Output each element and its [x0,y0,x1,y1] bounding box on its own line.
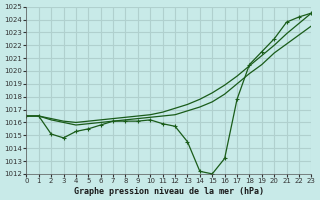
X-axis label: Graphe pression niveau de la mer (hPa): Graphe pression niveau de la mer (hPa) [74,187,264,196]
